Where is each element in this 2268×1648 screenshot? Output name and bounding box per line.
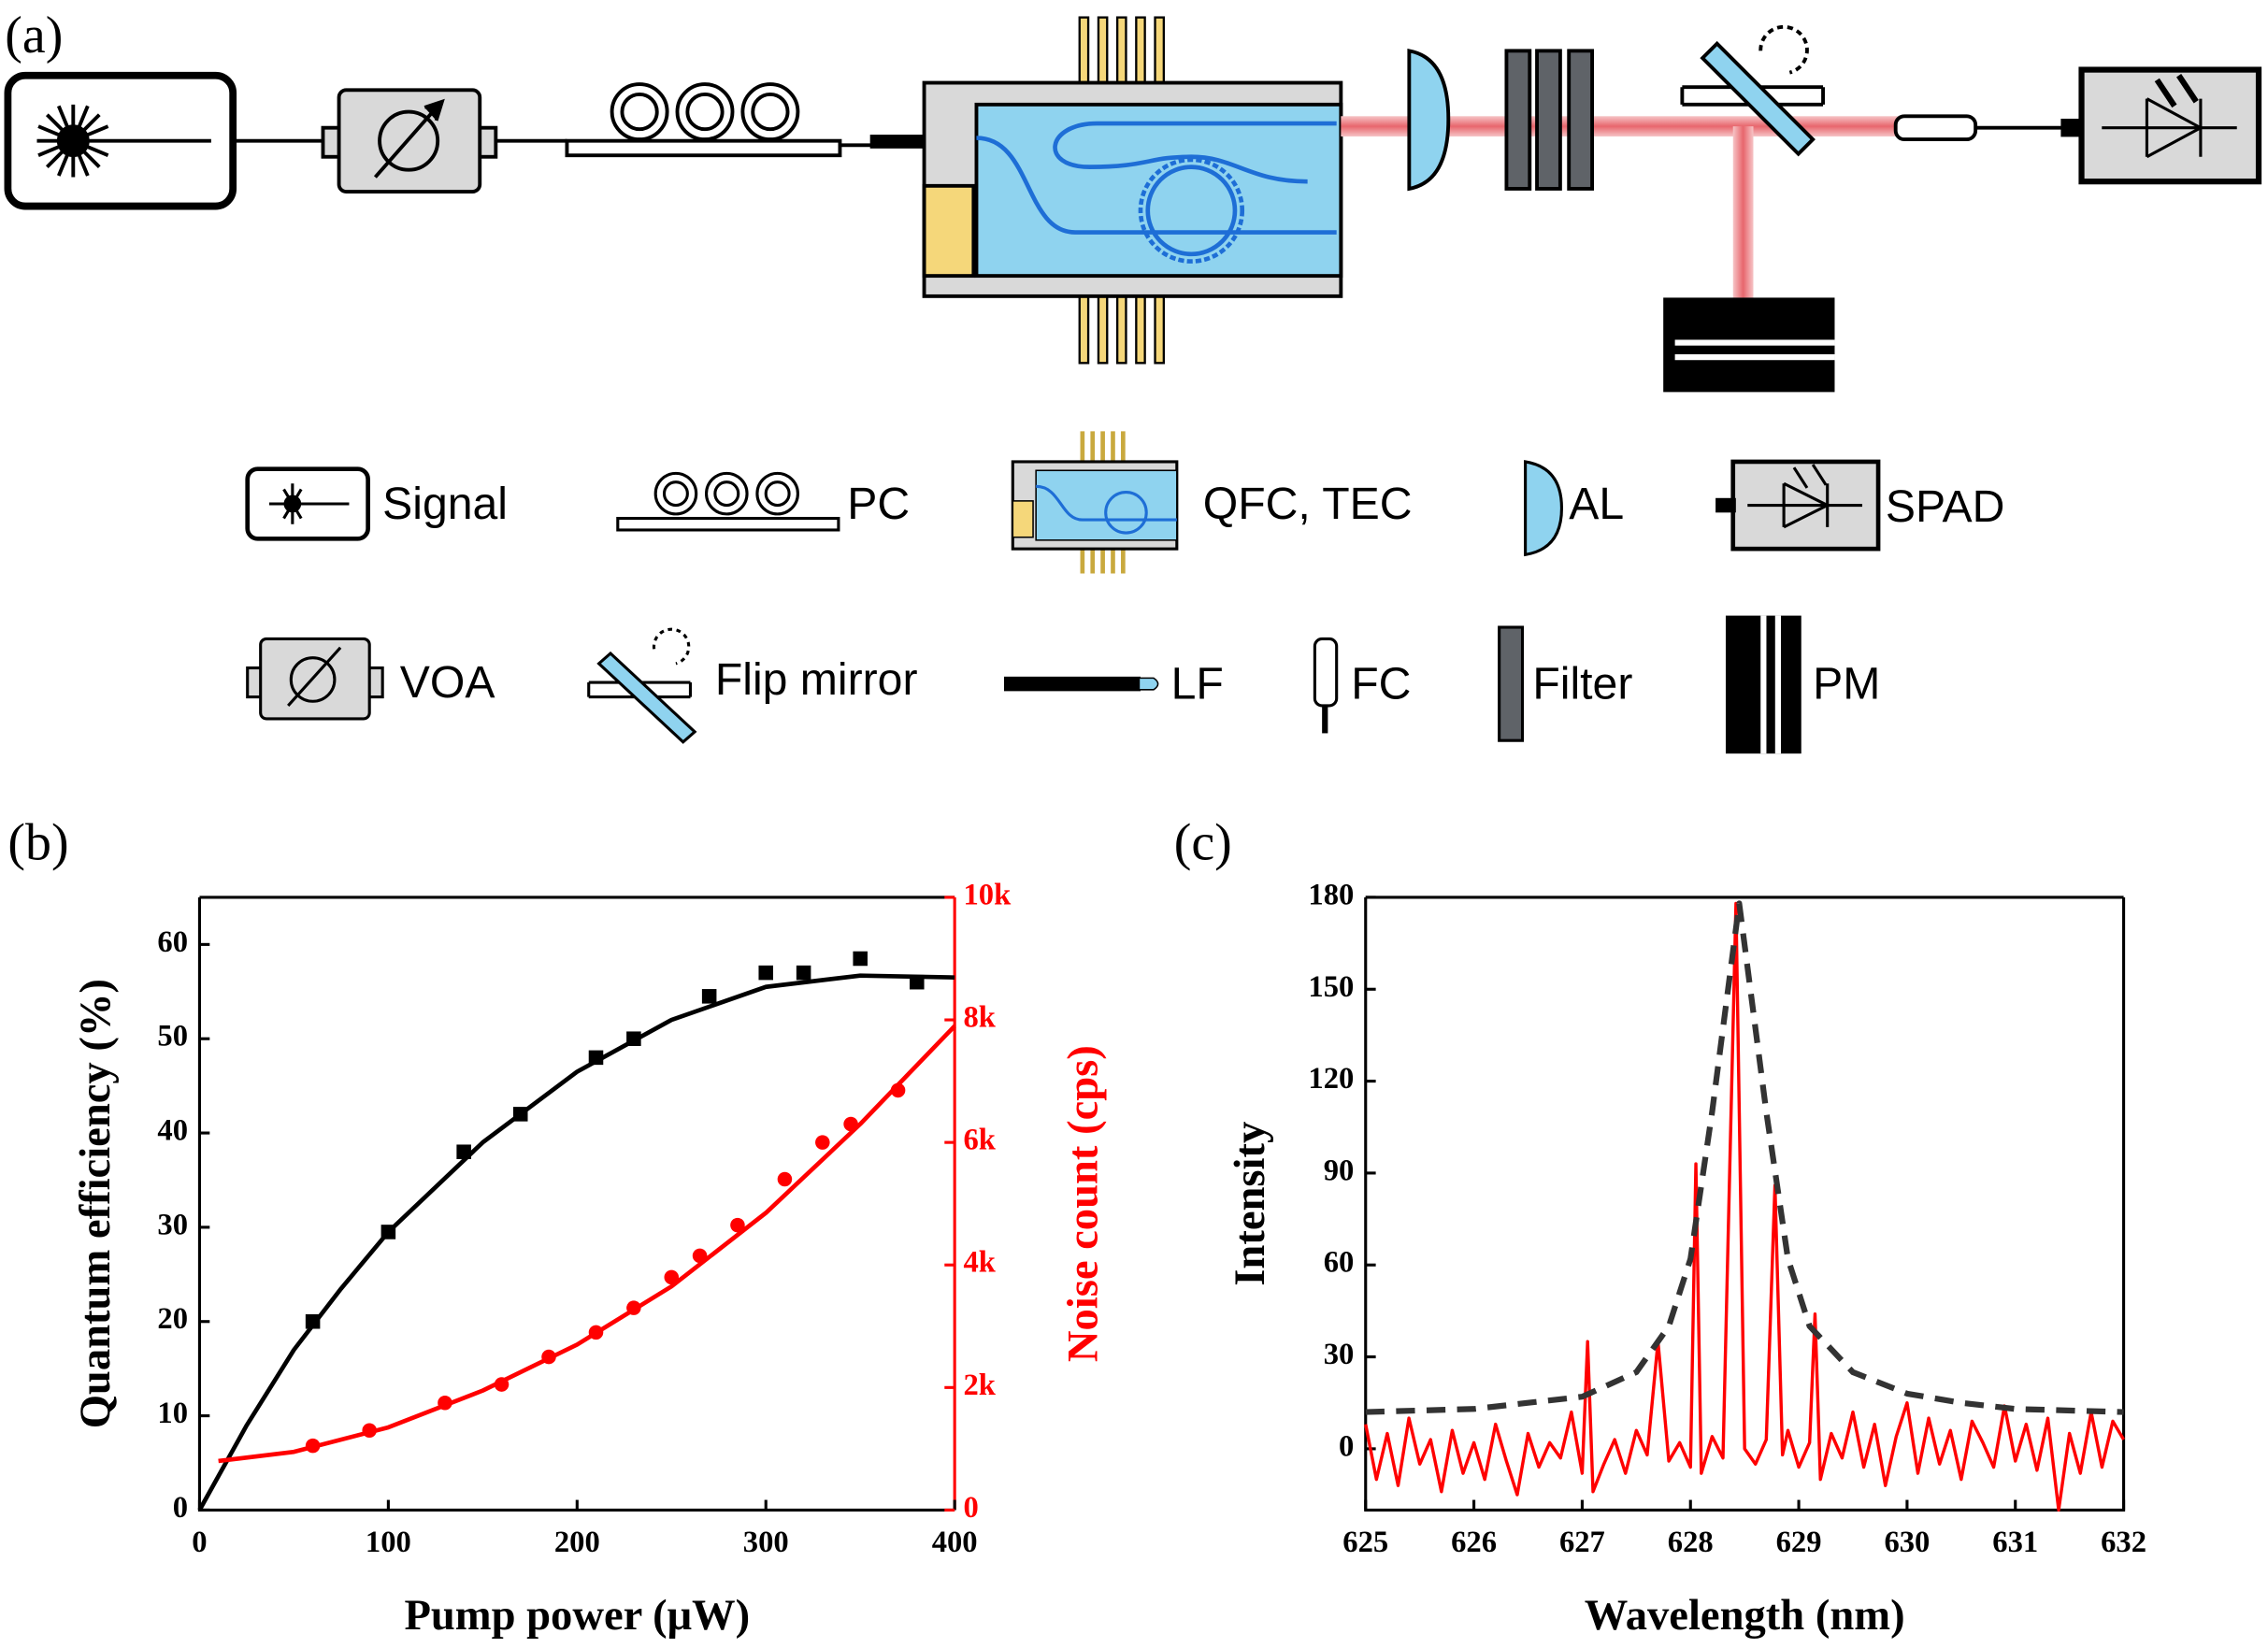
- series-line: [197, 973, 955, 1512]
- filter: [1567, 49, 1595, 191]
- axis-frame: [197, 896, 955, 1512]
- x-tick-label: 200: [554, 1526, 600, 1559]
- series-line: [1365, 900, 2124, 1415]
- y-tick-label: 150: [1308, 970, 1354, 1004]
- legend-label: Signal: [382, 479, 508, 529]
- series-line: [1364, 901, 2126, 1512]
- pc-plate: [565, 138, 842, 158]
- y2-tick-label: 10k: [963, 878, 1012, 911]
- waveguide: [976, 121, 1337, 264]
- legend-label: SPAD: [1886, 481, 2005, 532]
- legend-label: VOA: [400, 657, 496, 708]
- legend: [245, 431, 1881, 754]
- y-tick-label: 20: [157, 1302, 188, 1336]
- x-tick-label: 300: [743, 1526, 789, 1559]
- panel-label: (a): [5, 7, 63, 64]
- panel-label: (c): [1174, 814, 1232, 872]
- x-tick-label: 0: [192, 1526, 207, 1559]
- x-axis-label: Wavelength (nm): [1585, 1591, 1905, 1640]
- y-tick-label: 120: [1308, 1062, 1354, 1096]
- y-tick-label: 30: [1324, 1338, 1355, 1371]
- marker: [853, 951, 868, 967]
- y-tick-label: 90: [1324, 1154, 1355, 1187]
- filter: [1504, 49, 1532, 191]
- y-tick-label: 50: [157, 1020, 188, 1053]
- marker: [701, 989, 717, 1004]
- flip-mirror: [1700, 40, 1816, 157]
- marker: [730, 1217, 745, 1233]
- series-line: [218, 1024, 956, 1464]
- tec: [922, 183, 976, 279]
- spad: [2078, 66, 2262, 185]
- legend-label: PM: [1813, 658, 1880, 709]
- y-axis-label: Intensity: [1226, 1122, 1274, 1286]
- y-tick-label: 180: [1308, 878, 1354, 911]
- y2-tick-label: 4k: [963, 1246, 996, 1280]
- y-tick-label: 60: [1324, 1246, 1355, 1280]
- y2-axis-label: Noise count (cps): [1058, 1045, 1107, 1362]
- filter: [1535, 49, 1562, 191]
- legend-label: FC: [1351, 658, 1411, 709]
- x-tick-label: 626: [1451, 1526, 1497, 1559]
- x-tick-label: 632: [2101, 1526, 2146, 1559]
- x-tick-label: 630: [1884, 1526, 1930, 1559]
- chart: (b)0 100 200 300 400010203040506002k4k6k8k10…: [7, 814, 1107, 1640]
- legend-labels: Signal PC QFC, TEC AL SPAD VOA Flip mirr…: [382, 479, 2004, 709]
- y-tick-label: 30: [157, 1208, 188, 1241]
- y2-tick-label: 2k: [963, 1369, 996, 1402]
- x-tick-label: 100: [366, 1526, 411, 1559]
- y-tick-label: 60: [157, 925, 188, 959]
- y2-tick-label: 8k: [963, 1001, 996, 1035]
- legend-label: LF: [1171, 658, 1224, 709]
- legend-label: PC: [847, 479, 910, 529]
- x-tick-label: 631: [1992, 1526, 2038, 1559]
- voa-arrow: [373, 98, 445, 179]
- y-axis-label: Quantum efficiency (%): [71, 979, 120, 1428]
- marker: [815, 1135, 830, 1150]
- power-meter: [1663, 297, 1835, 393]
- y-tick-label: 10: [157, 1397, 188, 1430]
- legend-label: AL: [1569, 479, 1624, 529]
- legend-label: Filter: [1532, 658, 1632, 709]
- legend-label: Flip mirror: [715, 654, 918, 705]
- axis-frame: [1364, 896, 2126, 1512]
- setup-diagram: [4, 16, 2262, 393]
- marker: [758, 965, 774, 981]
- beam: [1732, 126, 1754, 298]
- marker: [777, 1171, 793, 1187]
- x-tick-label: 625: [1342, 1526, 1388, 1559]
- legend-label: QFC, TEC: [1203, 479, 1413, 529]
- pc-loops: [610, 82, 800, 142]
- voa-dial: [378, 109, 440, 172]
- x-tick-label: 629: [1776, 1526, 1822, 1559]
- y2-tick-label: 0: [963, 1491, 978, 1525]
- y-tick-label: 0: [1339, 1429, 1354, 1463]
- starburst: [36, 104, 211, 178]
- y-tick-label: 40: [157, 1114, 188, 1148]
- panel-label: (b): [7, 814, 68, 872]
- y-tick-label: 0: [173, 1491, 188, 1525]
- aspheric-lens: [1407, 49, 1451, 192]
- chart: (c) 625 626 627 628 629 630 631 632 0 30 60 90 120 150…: [1174, 814, 2146, 1640]
- x-tick-label: 400: [932, 1526, 978, 1559]
- fiber-collimator: [1893, 114, 1978, 142]
- x-tick-label: 628: [1668, 1526, 1714, 1559]
- diode: [2102, 74, 2237, 159]
- flip-arrow: [1758, 24, 1809, 75]
- fiber: [233, 138, 872, 148]
- marker: [796, 965, 811, 981]
- y2-tick-label: 6k: [963, 1124, 996, 1157]
- x-tick-label: 627: [1559, 1526, 1605, 1559]
- x-axis-label: Pump power (μW): [404, 1591, 750, 1640]
